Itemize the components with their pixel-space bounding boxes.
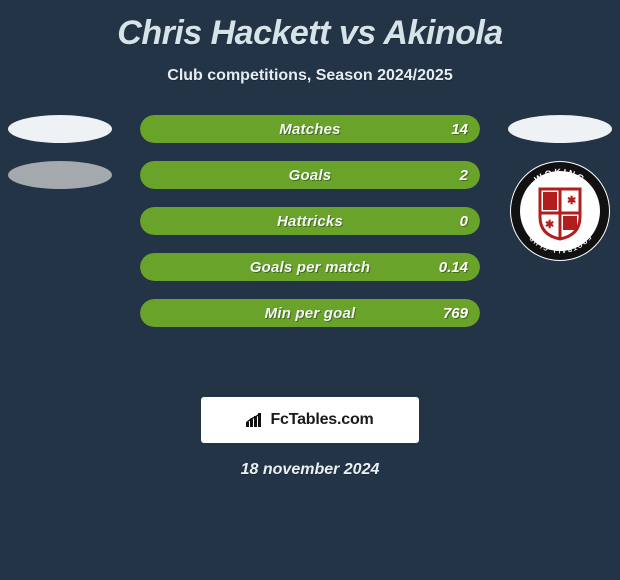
- right-player-column: WOKING FOOTBALL CLUB ✱ ✱: [500, 115, 620, 261]
- stat-bars: Matches 14 Goals 2 Hattricks 0 Goals per…: [140, 115, 480, 327]
- stat-bar-hattricks: Hattricks 0: [140, 207, 480, 235]
- comparison-stage: Matches 14 Goals 2 Hattricks 0 Goals per…: [0, 115, 620, 375]
- svg-text:✱: ✱: [545, 219, 554, 231]
- stat-bar-min-per-goal: Min per goal 769: [140, 299, 480, 327]
- stat-bar-goals: Goals 2: [140, 161, 480, 189]
- stat-value-right: 769: [443, 305, 468, 322]
- stat-label: Min per goal: [265, 305, 356, 322]
- left-player-column: [0, 115, 120, 189]
- date-text: 18 november 2024: [0, 461, 620, 479]
- club-badge-svg: WOKING FOOTBALL CLUB ✱ ✱: [510, 161, 610, 261]
- right-player-avatar: [508, 115, 612, 143]
- brand-chart-icon: [246, 413, 264, 427]
- stat-value-right: 2: [460, 167, 468, 184]
- stat-value-right: 14: [451, 121, 468, 138]
- brand-card: FcTables.com: [201, 397, 419, 443]
- stat-label: Goals per match: [250, 259, 371, 276]
- stat-value-right: 0.14: [439, 259, 468, 276]
- stat-label: Hattricks: [277, 213, 343, 230]
- stat-bar-matches: Matches 14: [140, 115, 480, 143]
- page-title: Chris Hackett vs Akinola: [0, 0, 620, 53]
- stat-bar-goals-per-match: Goals per match 0.14: [140, 253, 480, 281]
- left-club-avatar: [8, 161, 112, 189]
- stat-label: Goals: [289, 167, 332, 184]
- stat-label: Matches: [279, 121, 340, 138]
- svg-text:✱: ✱: [567, 195, 576, 207]
- left-player-avatar: [8, 115, 112, 143]
- subtitle: Club competitions, Season 2024/2025: [0, 67, 620, 85]
- stat-value-right: 0: [460, 213, 468, 230]
- right-club-badge: WOKING FOOTBALL CLUB ✱ ✱: [510, 161, 610, 261]
- brand-text: FcTables.com: [270, 411, 373, 429]
